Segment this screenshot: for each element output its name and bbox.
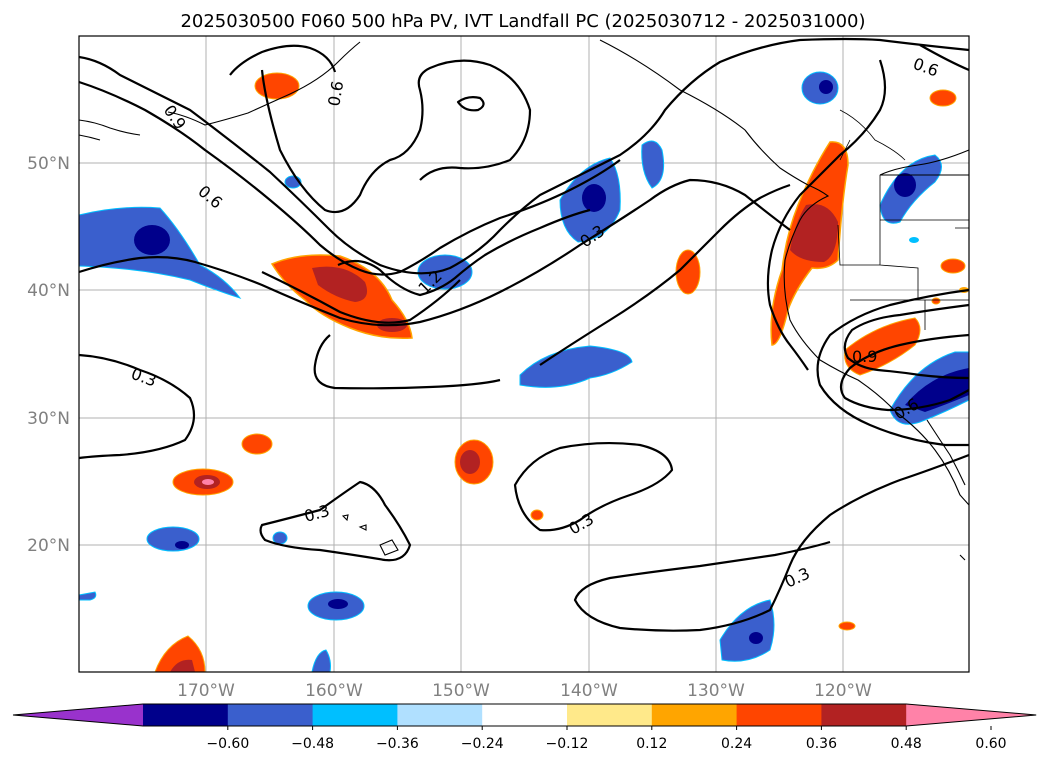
pv-contour-0.6 bbox=[766, 44, 970, 371]
pv-contour-1.2 bbox=[337, 208, 591, 297]
colorbar-segment bbox=[397, 704, 483, 726]
pv-contour-0.3 bbox=[573, 453, 970, 632]
colorbar-segment bbox=[482, 704, 568, 726]
pv-contour-0.9 bbox=[843, 303, 970, 380]
pv-filled-patches bbox=[78, 71, 970, 673]
pv-patch-negative-core bbox=[894, 173, 916, 197]
pv-contour-0.6 bbox=[260, 59, 532, 214]
colorbar-segment bbox=[143, 704, 229, 726]
lat-label-40n: 40°N bbox=[27, 281, 70, 301]
pv-patch-negative bbox=[146, 526, 200, 552]
pv-patch-positive-core bbox=[790, 204, 838, 262]
pv-patch-positive bbox=[929, 89, 957, 107]
pv-patch-negative bbox=[311, 649, 331, 673]
latitude-labels: 50°N 40°N 30°N 20°N bbox=[27, 154, 70, 556]
hawaii-islands bbox=[341, 514, 399, 556]
us-canada-border bbox=[879, 149, 970, 176]
alaska-coastline bbox=[78, 119, 141, 141]
lon-label-140w: 140°W bbox=[560, 681, 618, 701]
plot-title: 2025030500 F060 500 hPa PV, IVT Landfall… bbox=[180, 11, 865, 32]
contour-label: 0.6 bbox=[324, 79, 347, 107]
pv-patch-positive bbox=[675, 249, 701, 295]
colorbar-tick-label: 0.24 bbox=[721, 736, 752, 752]
pv-contour-0.6 bbox=[839, 333, 970, 412]
contour-label: 0.9 bbox=[852, 347, 877, 366]
pv-contour-0.3 bbox=[539, 183, 791, 366]
pv-contour-0.9 bbox=[78, 80, 621, 276]
pv-patch-negative bbox=[78, 591, 97, 601]
pv-patch-positive bbox=[530, 509, 544, 521]
pv-contour-0.6 bbox=[78, 37, 970, 275]
pv-patch-negative bbox=[909, 237, 919, 243]
colorbar-extend-high bbox=[906, 704, 1037, 726]
baja-coastline bbox=[926, 419, 966, 486]
colorbar-tick-label: −0.48 bbox=[291, 736, 334, 752]
pv-patch-negative-core bbox=[749, 632, 763, 644]
pv-patch-positive-peak bbox=[202, 479, 214, 485]
pv-contour-0.3 bbox=[816, 288, 970, 447]
colorbar-segment bbox=[312, 704, 398, 726]
colorbar-tick-label: −0.24 bbox=[461, 736, 504, 752]
pv-contour-0.6 bbox=[456, 96, 485, 112]
pv-patch-negative-core bbox=[582, 184, 606, 212]
pv-patch-positive-core bbox=[170, 659, 195, 672]
colorbar-segment bbox=[227, 704, 314, 726]
small-island bbox=[959, 554, 966, 561]
lon-label-120w: 120°W bbox=[814, 681, 872, 701]
pv-contours bbox=[78, 37, 970, 632]
colorbar-tick-label: 0.12 bbox=[636, 736, 667, 752]
colorbar-tick-label: 0.60 bbox=[975, 736, 1006, 752]
pv-patch-positive bbox=[254, 72, 300, 100]
colorbar-tick-label: −0.12 bbox=[546, 736, 589, 752]
pv-contour-0.9 bbox=[261, 271, 461, 324]
map-background bbox=[79, 36, 969, 672]
pv-patch-negative-core bbox=[134, 225, 170, 255]
lat-label-50n: 50°N bbox=[27, 154, 70, 174]
longitude-labels: 170°W 160°W 150°W 140°W 130°W 120°W bbox=[177, 681, 872, 701]
colorbar-tick-label: 0.48 bbox=[891, 736, 922, 752]
pv-patch-negative bbox=[272, 531, 288, 545]
lon-label-160w: 160°W bbox=[305, 681, 363, 701]
lat-label-20n: 20°N bbox=[27, 536, 70, 556]
pv-patch-positive-core bbox=[312, 266, 368, 302]
colorbar-tick-label: −0.60 bbox=[206, 736, 249, 752]
pv-contour-0.3 bbox=[259, 480, 412, 562]
pv-contour-0.3 bbox=[513, 442, 674, 532]
colorbar-segment bbox=[567, 704, 653, 726]
pv-patch-positive-core bbox=[460, 450, 480, 474]
colorbar-extend-low bbox=[13, 704, 143, 726]
state-borders bbox=[837, 175, 969, 330]
pv-patch-negative-core bbox=[819, 80, 833, 94]
colorbar-tick-label: −0.36 bbox=[376, 736, 419, 752]
colorbar-segment bbox=[821, 704, 907, 726]
pv-patch-negative-core bbox=[905, 368, 969, 412]
pv-patch-negative bbox=[641, 140, 665, 189]
pv-patch-negative-core bbox=[175, 541, 189, 549]
pv-contour-0.3 bbox=[313, 334, 501, 390]
lon-label-150w: 150°W bbox=[432, 681, 490, 701]
lon-label-130w: 130°W bbox=[687, 681, 745, 701]
lon-label-170w: 170°W bbox=[177, 681, 235, 701]
pv-patch-positive bbox=[931, 297, 941, 305]
pv-contour-0.3 bbox=[78, 353, 196, 460]
colorbar: −0.60 −0.48 −0.36 −0.24 −0.12 0.12 0.24 0.36 0.4… bbox=[12, 703, 1037, 752]
pv-patch-positive bbox=[241, 433, 273, 455]
pv-contour-0.6 bbox=[78, 178, 791, 327]
colorbar-outline bbox=[12, 703, 1037, 727]
pv-patch-positive bbox=[844, 317, 921, 376]
map-frame bbox=[78, 35, 970, 673]
colorbar-segment bbox=[736, 704, 822, 726]
pv-patch-positive bbox=[940, 258, 966, 274]
pv-patch-negative-core bbox=[328, 599, 348, 609]
colorbar-tick-label: 0.36 bbox=[806, 736, 837, 752]
map-panel: 0.6 0.9 0.6 0.6 0.3 1.2 0.3 0.3 0.3 0.3 … bbox=[78, 35, 970, 673]
pv-patch-positive bbox=[838, 621, 856, 631]
colorbar-segment bbox=[651, 704, 738, 726]
pv-contour-0.6 bbox=[229, 44, 337, 76]
lat-label-30n: 30°N bbox=[27, 409, 70, 429]
